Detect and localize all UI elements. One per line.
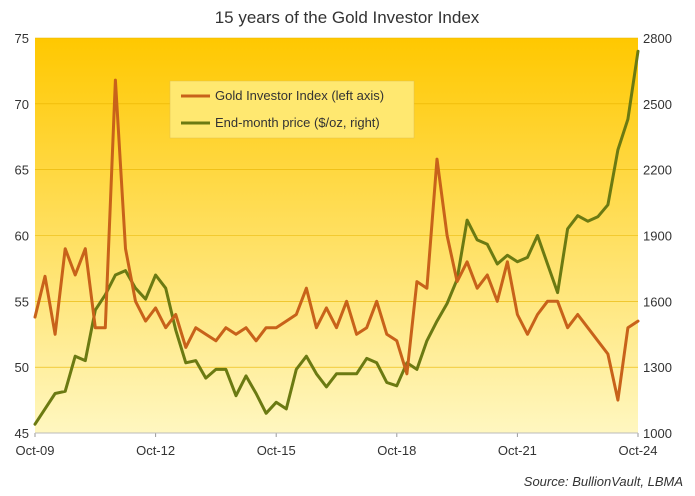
y-left-tick-label: 45 [15,426,29,441]
legend-label-price: End-month price ($/oz, right) [215,115,380,130]
y-right-tick-label: 2800 [643,31,672,46]
y-right-tick-label: 1000 [643,426,672,441]
x-tick-label: Oct-15 [257,443,296,458]
tick-labels: 45 50 55 60 65 70 75 1000 1300 1600 1900 2200 2500 28… [15,31,672,458]
y-right-tick-label: 2500 [643,97,672,112]
y-left-tick-label: 55 [15,294,29,309]
y-left-tick-label: 65 [15,163,29,178]
source-note: Source: BullionVault, LBMA [524,474,683,489]
legend-label-index: Gold Investor Index (left axis) [215,88,384,103]
y-left-tick-label: 50 [15,360,29,375]
series-line-end-month-price [33,49,640,426]
series-lines [33,49,640,426]
legend-box [169,80,415,139]
y-right-tick-label: 1900 [643,229,672,244]
y-right-tick-label: 1600 [643,294,672,309]
x-tick-label: Oct-21 [498,443,537,458]
y-right-tick-label: 1300 [643,360,672,375]
y-right-tick-label: 2200 [643,163,672,178]
x-tick-label: Oct-12 [136,443,175,458]
x-tick-label: Oct-09 [15,443,54,458]
y-left-tick-label: 75 [15,31,29,46]
series-line-gold-investor-index [33,78,640,402]
y-left-tick-label: 60 [15,229,29,244]
x-tick-label: Oct-24 [618,443,657,458]
chart-title: 15 years of the Gold Investor Index [215,8,480,27]
y-left-tick-label: 70 [15,97,29,112]
legend: Gold Investor Index (left axis) End-mont… [169,80,415,139]
x-tick-label: Oct-18 [377,443,416,458]
